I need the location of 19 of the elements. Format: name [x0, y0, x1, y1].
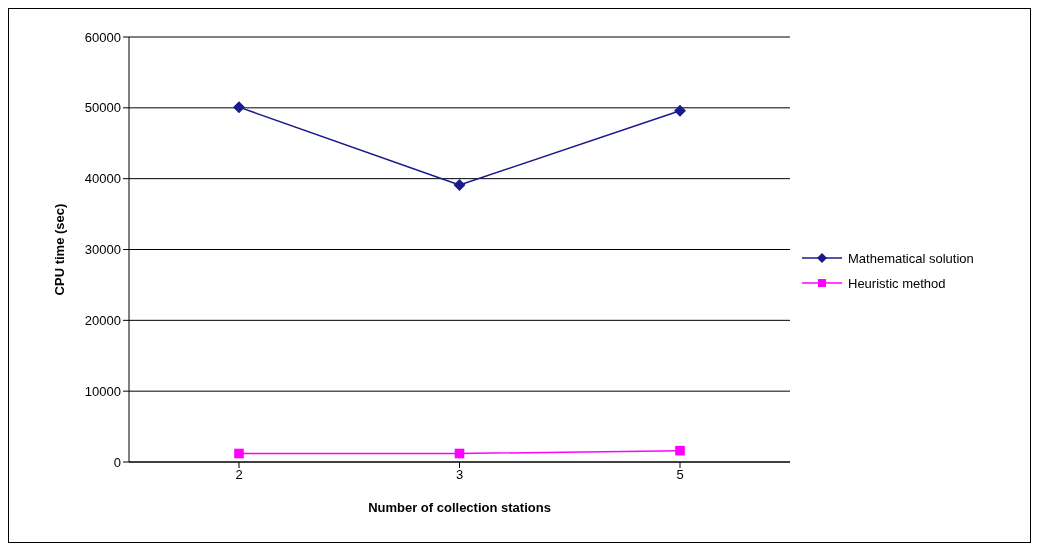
legend-label: Heuristic method: [848, 275, 946, 291]
y-tick-label: 10000: [84, 383, 121, 399]
point: [234, 448, 244, 459]
y-tick-label: 60000: [84, 29, 121, 45]
y-tick-label: 0: [113, 454, 121, 470]
legend-label: Mathematical solution: [848, 250, 974, 266]
point: [453, 179, 466, 192]
y-tick-label: 40000: [84, 171, 121, 187]
x-tick-label: 2: [235, 467, 243, 483]
x-tick-label: 5: [676, 467, 684, 483]
y-tick-label: 20000: [84, 312, 121, 328]
y-tick-label: 30000: [84, 242, 121, 258]
point: [674, 104, 686, 117]
y-axis-title: CPU time (sec): [51, 203, 67, 296]
point: [675, 445, 685, 456]
x-tick-label: 3: [455, 467, 464, 483]
point: [233, 101, 245, 114]
x-axis-title: Number of collection stations: [368, 500, 551, 515]
y-tick-label: 50000: [84, 100, 121, 116]
